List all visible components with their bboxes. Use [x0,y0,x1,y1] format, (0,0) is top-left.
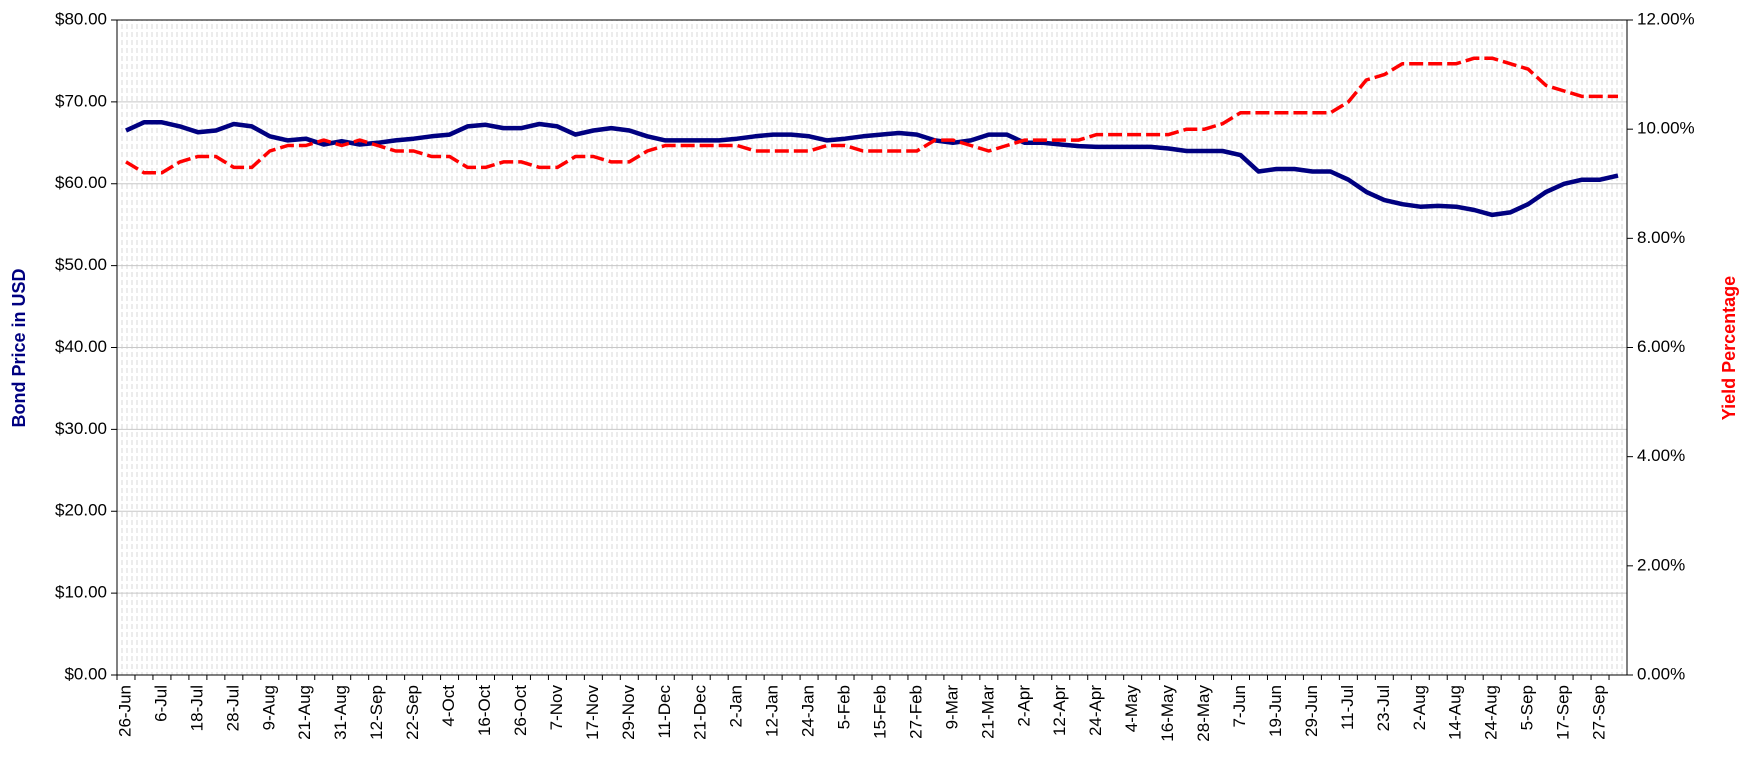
x-tick-label: 11-Jul [1338,685,1357,730]
x-tick-label: 15-Feb [870,685,889,739]
x-tick-label: 27-Feb [906,685,925,739]
yield-line [125,56,1618,175]
x-tick-label: 14-Aug [1446,685,1465,740]
y2-tick-label: 6.00% [1637,337,1685,356]
x-tick-label: 11-Dec [655,685,674,739]
x-tick-label: 22-Sep [403,685,422,740]
x-tick-label: 16-May [1158,685,1177,742]
x-tick-label: 12-Sep [367,685,386,740]
x-tick-label: 2-Aug [1410,685,1429,730]
x-tick-label: 9-Mar [942,685,961,730]
y2-tick-label: 4.00% [1637,446,1685,465]
y-tick-label: $10.00 [55,583,107,602]
x-tick-label: 28-May [1194,685,1213,742]
x-tick-label: 23-Jul [1374,685,1393,731]
x-tick-label: 6-Jul [151,685,170,722]
x-tick-label: 29-Nov [619,685,638,740]
x-tick-label: 7-Jun [1230,685,1249,728]
x-tick-label: 12-Apr [1050,685,1069,736]
x-tick-label: 31-Aug [331,685,350,740]
x-tick-label: 28-Jul [223,685,242,731]
y2-tick-label: 10.00% [1637,119,1695,138]
y2-tick-label: 12.00% [1637,9,1695,28]
y-tick-label: $0.00 [64,664,107,683]
x-tick-label: 19-Jun [1266,685,1285,737]
x-tick-label: 17-Sep [1554,685,1573,740]
y-tick-label: $30.00 [55,419,107,438]
y2-tick-label: 2.00% [1637,555,1685,574]
x-tick-label: 18-Jul [187,685,206,731]
x-tick-label: 21-Aug [295,685,314,740]
x-tick-label: 7-Nov [547,685,566,731]
x-tick-label: 24-Aug [1482,685,1501,740]
x-tick-label: 5-Sep [1518,685,1537,730]
x-tick-label: 24-Jan [799,685,818,737]
x-tick-label: 9-Aug [259,685,278,730]
x-tick-label: 26-Jun [115,685,134,737]
x-tick-label: 5-Feb [835,685,854,729]
x-tick-label: 29-Jun [1302,685,1321,737]
x-tick-label: 12-Jan [763,685,782,737]
y2-tick-label: 0.00% [1637,664,1685,683]
x-tick-label: 17-Nov [583,685,602,740]
x-tick-label: 21-Mar [978,685,997,739]
x-tick-label: 4-Oct [439,685,458,727]
x-tick-label: 2-Apr [1014,685,1033,727]
x-tick-label: 21-Dec [691,685,710,740]
y-tick-label: $40.00 [55,337,107,356]
x-tick-label: 2-Jan [727,685,746,728]
y-tick-label: $80.00 [55,9,107,28]
y-tick-label: $70.00 [55,91,107,110]
x-tick-label: 4-May [1122,685,1141,733]
y2-axis-title: Yield Percentage [1719,276,1739,420]
x-tick-label: 24-Apr [1086,685,1105,736]
y-tick-label: $50.00 [55,255,107,274]
y-axis-title: Bond Price in USD [9,268,29,427]
y2-tick-label: 8.00% [1637,228,1685,247]
x-tick-label: 27-Sep [1590,685,1609,740]
y-tick-label: $60.00 [55,173,107,192]
x-tick-label: 16-Oct [475,685,494,736]
x-tick-label: 26-Oct [511,685,530,736]
y-tick-label: $20.00 [55,501,107,520]
